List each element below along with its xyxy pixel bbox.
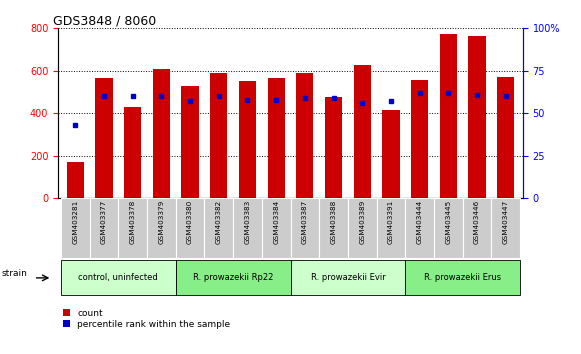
Text: GSM403383: GSM403383 [245,200,250,244]
Bar [354,65,371,198]
Text: GSM403389: GSM403389 [359,200,365,244]
Legend: count, percentile rank within the sample: count, percentile rank within the sample [63,309,230,329]
Bar [440,34,457,198]
Text: strain: strain [1,269,27,279]
Text: R. prowazekii Rp22: R. prowazekii Rp22 [193,273,273,282]
Bar [95,78,113,198]
Bar [468,36,486,198]
Bar [210,73,227,198]
Bar [124,107,141,198]
Text: GSM403281: GSM403281 [72,200,78,244]
Text: GDS3848 / 8060: GDS3848 / 8060 [53,14,157,27]
Bar [462,198,492,258]
Bar [175,198,205,258]
Text: GSM403384: GSM403384 [273,200,279,244]
Text: GSM403377: GSM403377 [101,200,107,244]
Bar [239,81,256,198]
Bar [61,198,89,258]
Bar [233,198,262,258]
Text: R. prowazekii Erus: R. prowazekii Erus [424,273,501,282]
Bar [406,198,434,258]
Text: R. prowazekii Evir: R. prowazekii Evir [310,273,385,282]
Bar [325,97,342,198]
Bar [153,69,170,198]
Bar [147,198,175,258]
Bar [89,198,119,258]
Bar [376,198,406,258]
Bar [296,73,314,198]
Bar [262,198,290,258]
Bar [492,198,520,258]
Text: GSM403446: GSM403446 [474,200,480,244]
Bar [175,261,290,295]
Bar [348,198,376,258]
Text: GSM403444: GSM403444 [417,200,422,244]
Bar [406,261,520,295]
Bar [61,261,175,295]
Bar [382,110,400,198]
Bar [497,77,514,198]
Bar [411,80,428,198]
Bar [267,78,285,198]
Bar [290,198,319,258]
Text: GSM403378: GSM403378 [130,200,136,244]
Bar [319,198,348,258]
Bar [119,198,147,258]
Bar [434,198,462,258]
Text: GSM403380: GSM403380 [187,200,193,244]
Bar [181,86,199,198]
Text: GSM403445: GSM403445 [445,200,451,244]
Text: GSM403379: GSM403379 [159,200,164,244]
Text: control, uninfected: control, uninfected [78,273,158,282]
Text: GSM403447: GSM403447 [503,200,509,244]
Bar [290,261,406,295]
Bar [205,198,233,258]
Text: GSM403391: GSM403391 [388,200,394,244]
Text: GSM403388: GSM403388 [331,200,336,244]
Bar [67,162,84,198]
Text: GSM403382: GSM403382 [216,200,222,244]
Text: GSM403387: GSM403387 [302,200,308,244]
